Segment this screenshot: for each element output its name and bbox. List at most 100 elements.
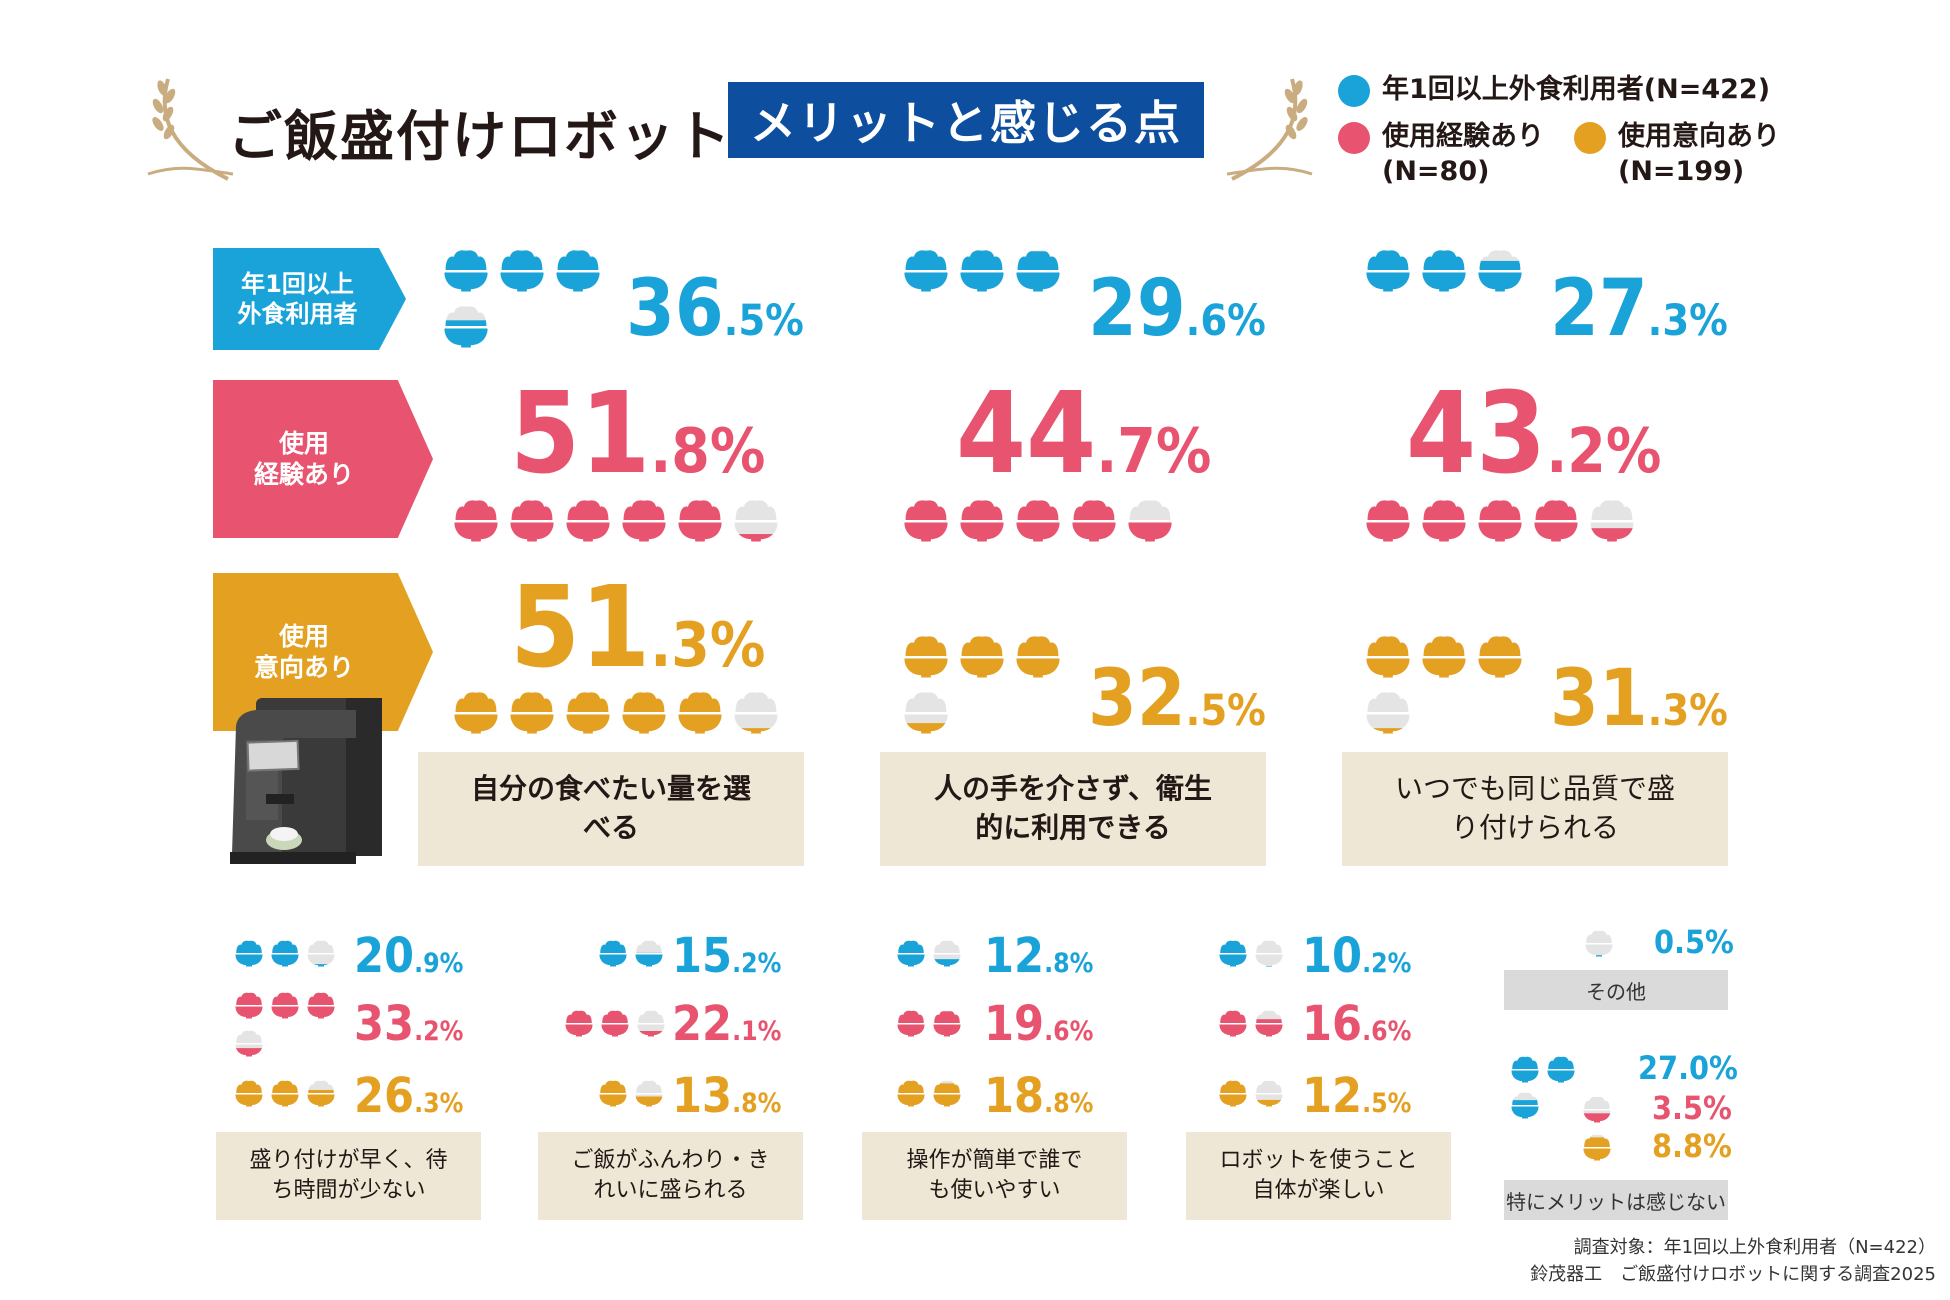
rice-bowl-icon <box>1254 940 1284 967</box>
pct-top2-blue: 27.3% <box>1550 270 1728 348</box>
bowl-fill <box>734 534 778 542</box>
pct-top1-blue: 29.6% <box>1088 270 1266 348</box>
rice-bowl-icon <box>498 250 546 292</box>
pct-dec: .8% <box>732 1088 782 1119</box>
pct-int: 10 <box>1302 928 1363 984</box>
pct-int: 18 <box>984 1068 1045 1124</box>
pct-int: 27 <box>1550 264 1648 354</box>
pct-int: 31 <box>1550 654 1648 744</box>
rice-bowl-icon <box>564 1010 594 1037</box>
bowls-top0-gold <box>452 688 792 736</box>
bowls-bot3-red <box>1218 1008 1298 1038</box>
rice-bowl-icon <box>234 1080 264 1107</box>
rice-bowl-icon <box>732 692 780 734</box>
legend-item-red: 使用経験あり (N=80) <box>1338 119 1544 189</box>
rice-bowl-icon <box>1420 500 1468 542</box>
rice-bowl-icon <box>452 692 500 734</box>
rice-bowl-icon <box>234 940 264 967</box>
category-text: 特にメリットは感じない <box>1506 1189 1726 1214</box>
pct-top0-blue: 36.5% <box>626 270 804 348</box>
bowl-fill <box>1128 521 1172 542</box>
rice-bowl-icon <box>234 1030 264 1057</box>
pct-other-blue: 0.5% <box>1654 923 1734 961</box>
rice-bowl-icon <box>1476 250 1524 292</box>
rice-bowl-icon <box>1218 940 1248 967</box>
bowl-fill <box>734 728 778 734</box>
category-text: ご飯がふんわり・きれいに盛られる <box>571 1147 770 1203</box>
footnote-line2: 鈴茂器工 ご飯盛付けロボットに関する調査2025 <box>1530 1264 1936 1285</box>
rice-robot-machine-icon <box>230 698 382 864</box>
pct-dec: .8% <box>650 415 766 487</box>
pct-dec: .7% <box>1096 415 1212 487</box>
footnote-line1: 調査対象：年1回以上外食利用者（N=422） <box>1573 1237 1936 1258</box>
bowls-top2-gold <box>1364 632 1544 736</box>
rice-bowl-icon <box>958 636 1006 678</box>
category-text: 人の手を介さず、衛生的に利用できる <box>933 772 1213 844</box>
rice-bowl-icon <box>1364 500 1412 542</box>
pct-bot0-gold: 26.3% <box>354 1072 463 1120</box>
rice-bowl-icon <box>1126 500 1174 542</box>
pct-bot3-gold: 12.5% <box>1302 1072 1411 1120</box>
legend-item-blue: 年1回以上外食利用者(N=422) <box>1338 72 1898 107</box>
rice-bowl-icon <box>598 1080 628 1107</box>
pct-top2-gold: 31.3% <box>1550 660 1728 738</box>
bowl-fill <box>904 723 948 734</box>
bowls-bot0-blue <box>234 938 344 968</box>
category-text: いつでも同じ品質で盛り付けられる <box>1394 772 1675 844</box>
pct-dec: .1% <box>732 1016 782 1047</box>
pct-dec: .5% <box>1362 1088 1412 1119</box>
bowls-other-blue <box>1584 928 1624 958</box>
pct-bot0-red: 33.2% <box>354 1000 463 1048</box>
pct-top2-red: 43.2% <box>1406 378 1661 490</box>
pct-bot0-blue: 20.9% <box>354 932 463 980</box>
rice-bowl-icon <box>1510 1092 1540 1119</box>
pct-dec: .6% <box>1362 1016 1412 1047</box>
row-label-gold: 使用 意向あり <box>213 573 433 731</box>
rice-bowl-icon <box>902 692 950 734</box>
rice-bowl-icon <box>1582 1096 1612 1123</box>
pct-dec: .6% <box>1185 296 1266 346</box>
bowls-bot0-gold <box>234 1078 344 1108</box>
rice-bowl-icon <box>902 636 950 678</box>
category-label-top2: いつでも同じ品質で盛り付けられる <box>1342 752 1728 866</box>
pct-dec: .3% <box>1647 296 1728 346</box>
bowl-fill <box>444 320 488 348</box>
legend: 年1回以上外食利用者(N=422) 使用経験あり (N=80) 使用意向あり (N=… <box>1338 72 1898 189</box>
pct-int: 51 <box>510 563 651 693</box>
legend-label: 年1回以上外食利用者(N=422) <box>1382 74 1771 105</box>
bowls-top1-red <box>902 496 1242 544</box>
bowl-fill <box>307 964 335 967</box>
pct-nomerit-red: 3.5% <box>1652 1089 1732 1127</box>
rice-bowl-icon <box>634 940 664 967</box>
bowls-bot3-gold <box>1218 1078 1298 1108</box>
pct-dec: .9% <box>414 948 464 979</box>
rice-bowl-icon <box>564 500 612 542</box>
bowls-top2-blue <box>1364 246 1544 294</box>
rice-bowl-icon <box>452 500 500 542</box>
pct-nomerit-gold: 8.8% <box>1652 1127 1732 1165</box>
rice-bowl-icon <box>676 500 724 542</box>
pct-int: 12 <box>984 928 1045 984</box>
pct-dec: .5% <box>723 296 804 346</box>
category-label-top0: 自分の食べたい量を選べる <box>418 752 804 866</box>
rice-bowl-icon <box>896 940 926 967</box>
row-label-text: 使用 意向あり <box>253 621 354 682</box>
pct-dec: .2% <box>1546 415 1662 487</box>
pct-int: 32 <box>1088 654 1186 744</box>
pct-dec: .3% <box>1647 686 1728 736</box>
pct-bot1-blue: 15.2% <box>672 932 781 980</box>
pct-int: 26 <box>354 1068 415 1124</box>
legend-n: (N=80) <box>1382 156 1490 188</box>
pct-int: 12 <box>1302 1068 1363 1124</box>
rice-bowl-icon <box>442 250 490 292</box>
pct-bot1-gold: 13.8% <box>672 1072 781 1120</box>
rice-bowl-icon <box>508 500 556 542</box>
rice-bowl-icon <box>932 940 962 967</box>
bowl-fill <box>635 1096 663 1107</box>
pct-int: 51 <box>510 369 651 499</box>
bowl-fill <box>1583 1137 1611 1161</box>
pct-bot2-blue: 12.8% <box>984 932 1093 980</box>
pct-int: 16 <box>1302 996 1363 1052</box>
bowls-bot1-gold <box>558 1078 664 1108</box>
rice-bowl-icon <box>1254 1080 1284 1107</box>
